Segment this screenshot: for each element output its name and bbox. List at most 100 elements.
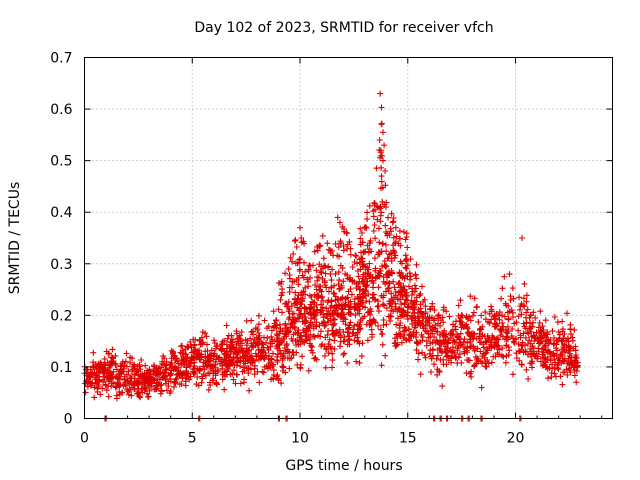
x-tick-labels: 0 5 10 15 20 [80, 431, 524, 447]
data-point [113, 366, 120, 373]
data-point [437, 322, 444, 329]
data-point [313, 267, 320, 274]
data-point [350, 326, 357, 333]
data-point [400, 228, 407, 235]
data-point [179, 347, 186, 354]
data-point [366, 202, 373, 209]
data-point [387, 312, 394, 319]
data-point [528, 333, 535, 340]
plot-frame [84, 57, 613, 419]
data-point [224, 352, 231, 359]
data-point [489, 334, 496, 341]
data-point [133, 370, 140, 377]
data-point [523, 292, 530, 299]
data-point [539, 351, 546, 358]
data-point [193, 381, 200, 388]
data-point [375, 323, 381, 329]
data-point [467, 336, 474, 343]
data-point [364, 309, 371, 316]
data-point [415, 306, 422, 313]
data-point [328, 284, 335, 291]
data-point [522, 348, 529, 355]
axis-ticks [84, 57, 613, 419]
data-point [382, 263, 389, 270]
data-point [224, 360, 231, 367]
data-point [467, 343, 474, 350]
y-tick-label: 0.4 [50, 205, 72, 221]
data-point [411, 317, 418, 324]
data-point [347, 303, 353, 310]
data-point [554, 347, 561, 354]
data-point [406, 303, 412, 310]
data-point [127, 359, 134, 366]
data-point [82, 389, 89, 396]
data-point [207, 379, 213, 386]
data-point [329, 248, 335, 254]
data-point [567, 326, 574, 332]
data-point [363, 292, 369, 299]
data-point [270, 350, 276, 357]
data-point [513, 355, 520, 361]
data-point [475, 335, 482, 342]
data-point [251, 365, 258, 372]
data-point [379, 240, 386, 247]
data-point [376, 239, 383, 246]
data-point [323, 284, 330, 291]
data-point [170, 349, 177, 356]
data-point [397, 332, 404, 339]
data-point [500, 323, 507, 330]
data-point [104, 373, 111, 380]
data-point [547, 337, 554, 343]
data-point [109, 346, 116, 353]
data-point [464, 339, 471, 346]
data-point [485, 318, 491, 325]
data-point [294, 337, 301, 344]
data-point [440, 319, 447, 326]
data-point [473, 304, 480, 311]
data-point [401, 313, 407, 320]
data-point [95, 361, 102, 368]
data-point [486, 310, 493, 317]
data-point [456, 335, 463, 342]
data-point [406, 326, 412, 333]
data-point [296, 259, 303, 266]
data-point [274, 351, 281, 358]
data-point [139, 389, 146, 396]
y-tick-label: 0.1 [50, 360, 72, 376]
data-point [565, 355, 572, 362]
data-point [501, 313, 508, 320]
data-point [551, 335, 557, 341]
data-point [395, 306, 402, 313]
data-point [88, 369, 95, 376]
data-point [175, 370, 182, 377]
data-point [359, 315, 366, 322]
data-point [377, 326, 384, 333]
data-point [337, 238, 344, 245]
data-point [279, 363, 286, 370]
data-point [492, 353, 499, 360]
data-point [411, 324, 418, 331]
data-point [408, 297, 415, 304]
data-point [104, 359, 111, 366]
data-point [140, 385, 147, 392]
data-point [510, 371, 516, 378]
data-point [272, 322, 279, 329]
data-point [440, 306, 447, 313]
data-point [402, 236, 409, 243]
chart-title: Day 102 of 2023, SRMTID for receiver vfc… [194, 20, 493, 36]
data-point [505, 351, 512, 358]
data-point [383, 305, 390, 312]
data-point [244, 338, 251, 344]
x-tick-label: 10 [291, 431, 309, 447]
data-point [401, 324, 408, 331]
data-point [213, 379, 220, 386]
data-point [123, 371, 130, 378]
data-point [245, 370, 252, 377]
data-point [515, 348, 522, 354]
data-point [261, 334, 267, 341]
data-point [392, 292, 399, 299]
data-point [97, 391, 104, 398]
data-point [363, 298, 370, 304]
data-point [436, 368, 443, 375]
data-point [535, 324, 542, 331]
